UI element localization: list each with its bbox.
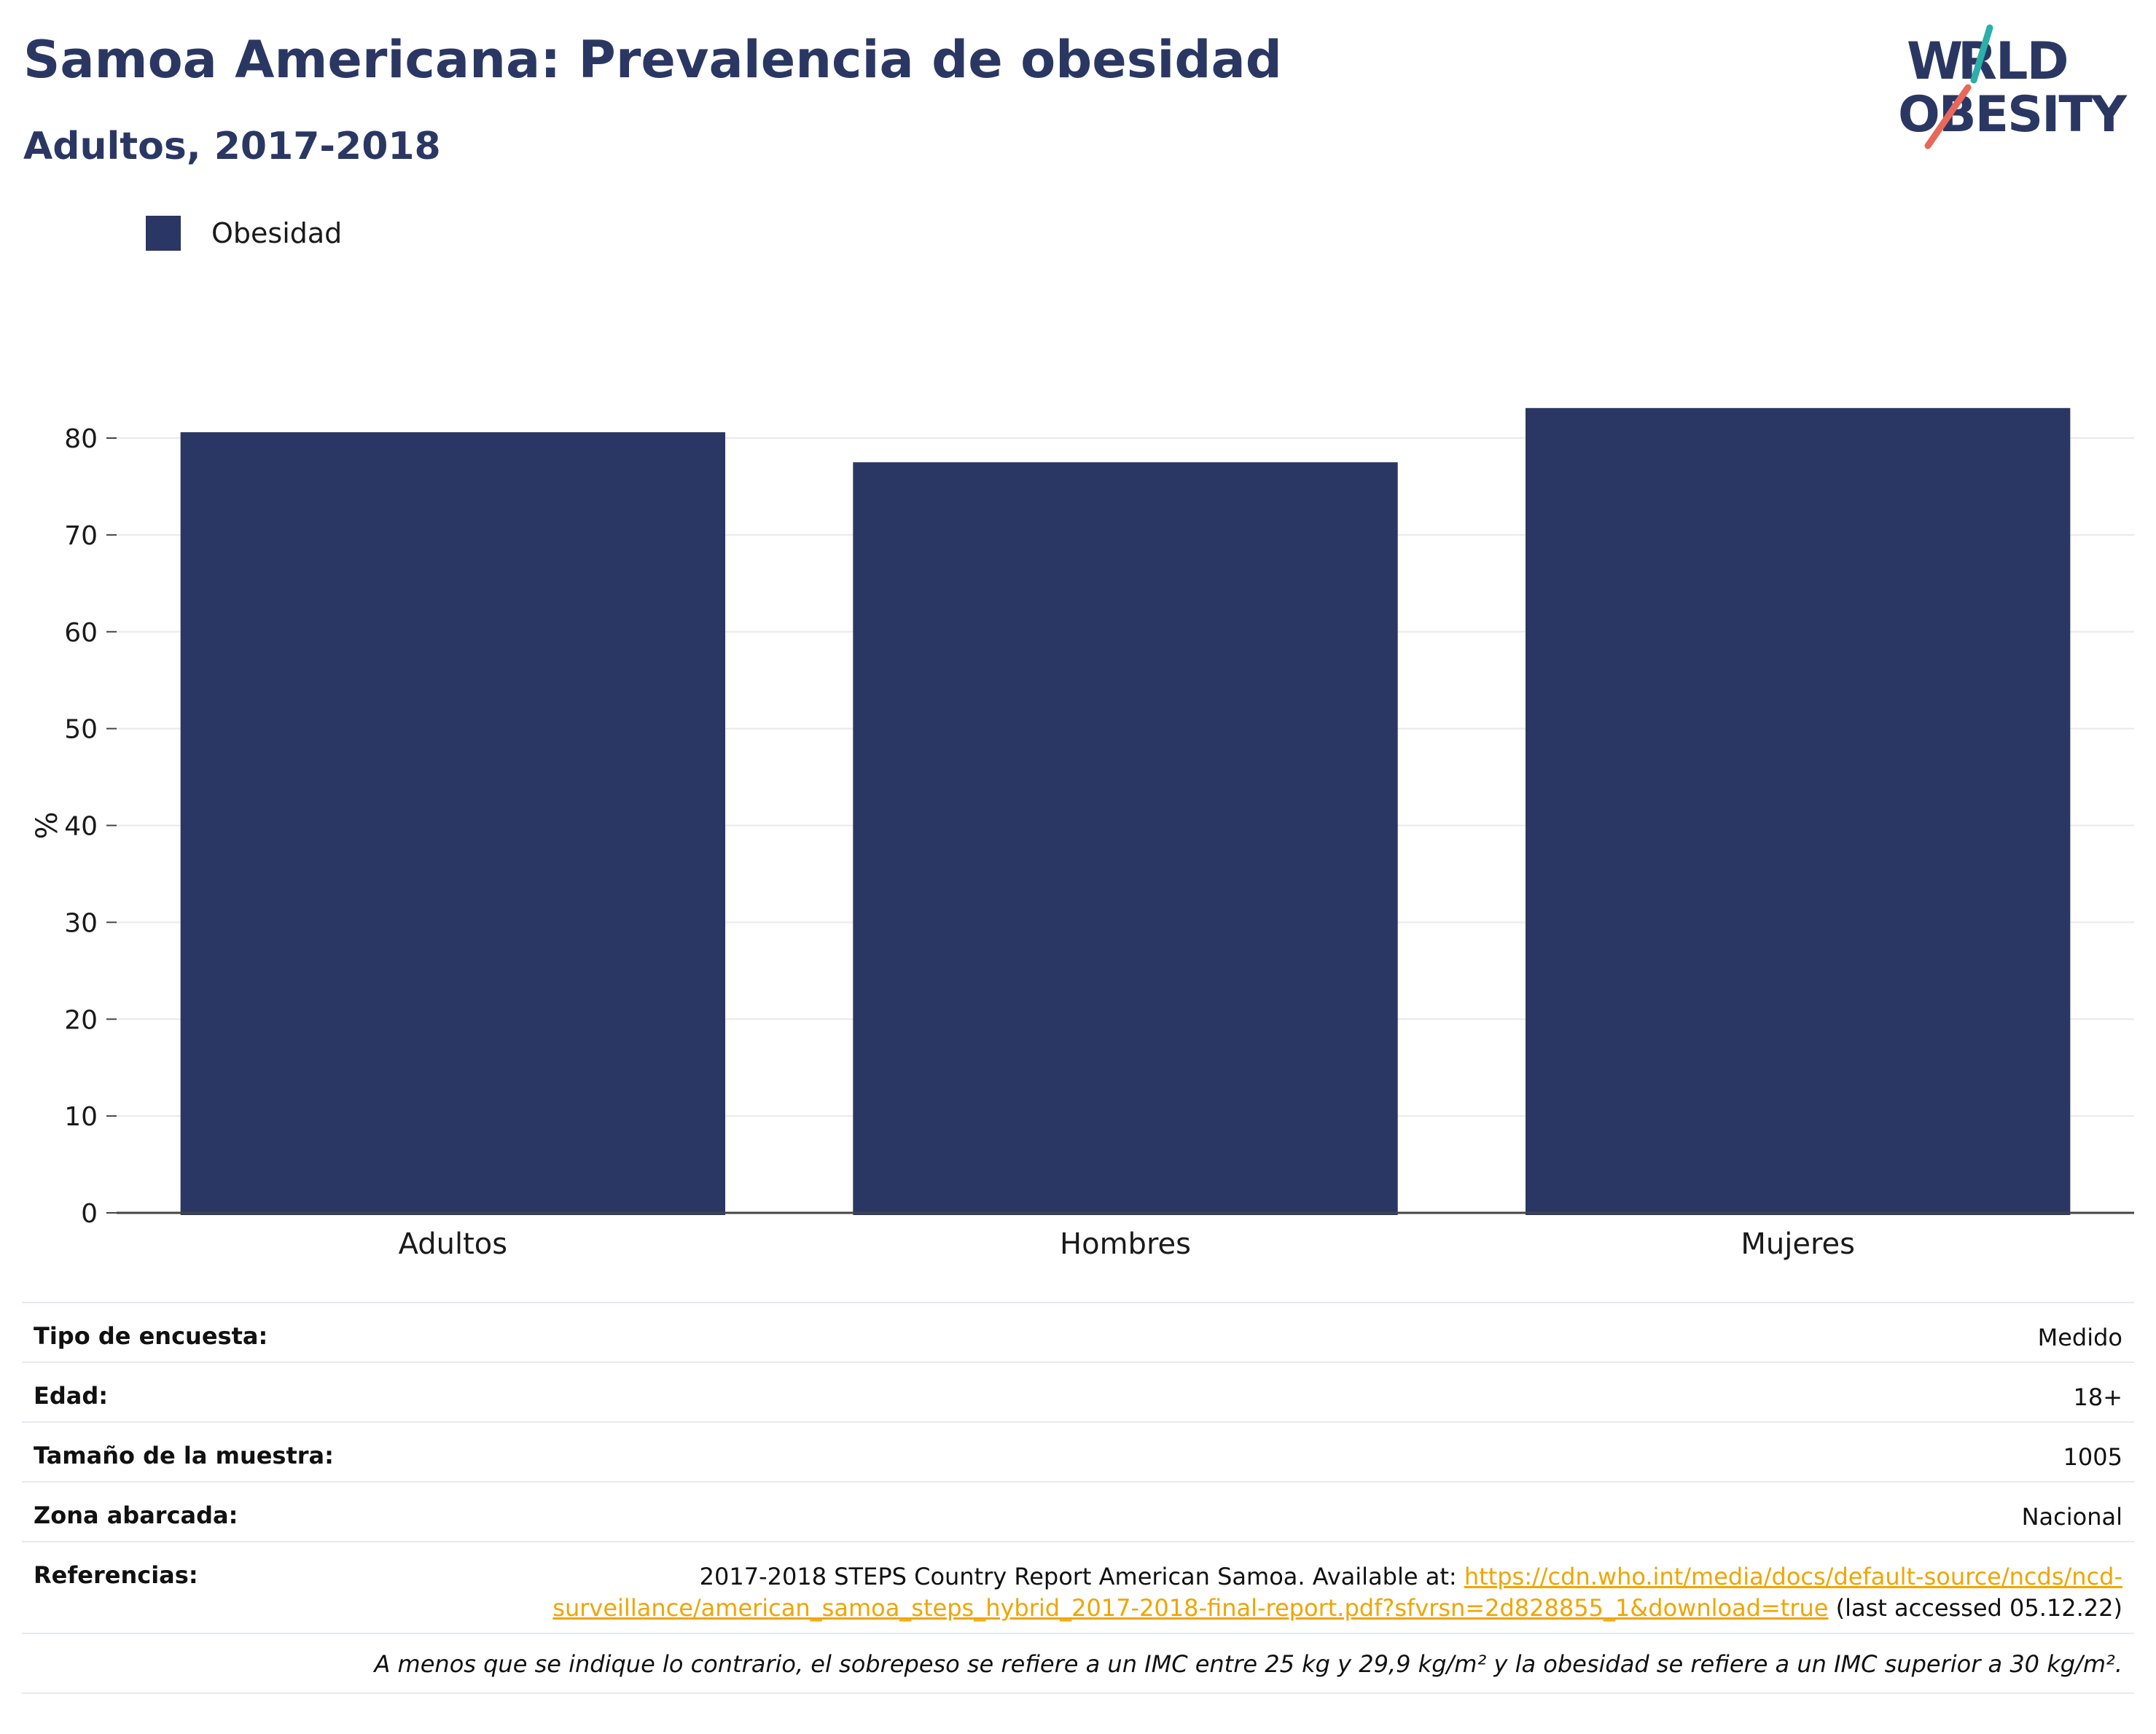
page-title: Samoa Americana: Prevalencia de obesidad	[23, 30, 1282, 90]
legend-swatch-obesidad	[146, 216, 181, 251]
bar-chart: 0 10 20 30 40 50 60 70 80% Adultos Hombres Mujeres	[31, 407, 2134, 1261]
y-axis-label: %	[31, 811, 64, 839]
info-row-note: A menos que se indique lo contrario, el …	[22, 1633, 2134, 1694]
x-tick-label: Hombres	[1060, 1227, 1191, 1261]
info-value: Medido	[345, 1302, 2134, 1363]
y-tick-label: 60	[64, 618, 98, 648]
info-label: Tipo de encuesta:	[22, 1302, 345, 1363]
y-tick-label: 30	[64, 908, 98, 938]
info-label: Referencias:	[22, 1542, 345, 1634]
info-row-survey-type: Tipo de encuesta: Medido	[22, 1302, 2134, 1363]
info-value: 18+	[345, 1362, 2134, 1423]
bar-hombres	[853, 462, 1398, 1215]
references-accessed: (last accessed 05.12.22)	[1828, 1594, 2122, 1622]
chart-legend: Obesidad	[146, 216, 342, 251]
y-tick-label: 70	[64, 521, 98, 551]
references-text: 2017-2018 STEPS Country Report American …	[699, 1563, 1464, 1590]
y-tick-label: 40	[64, 812, 98, 842]
y-tick-label: 80	[64, 424, 98, 454]
info-row-area: Zona abarcada: Nacional	[22, 1482, 2134, 1542]
info-label: Edad:	[22, 1362, 345, 1423]
info-value: 1005	[345, 1422, 2134, 1483]
y-tick-label: 50	[64, 715, 98, 745]
legend-label-obesidad: Obesidad	[211, 217, 343, 249]
bmi-footnote: A menos que se indique lo contrario, el …	[22, 1633, 2134, 1694]
survey-info-table: Tipo de encuesta: Medido Edad: 18+ Tamañ…	[22, 1302, 2134, 1694]
info-value: Nacional	[345, 1482, 2134, 1542]
y-tick-label: 10	[64, 1102, 98, 1132]
axes: 0 10 20 30 40 50 60 70 80% Adultos Hombres Mujeres	[31, 424, 2134, 1261]
x-tick-label: Adultos	[399, 1227, 508, 1261]
info-row-age: Edad: 18+	[22, 1362, 2134, 1423]
info-row-sample-size: Tamaño de la muestra: 1005	[22, 1422, 2134, 1483]
x-tick-label: Mujeres	[1741, 1227, 1855, 1261]
bars	[180, 407, 2071, 1215]
world-obesity-logo: W RLD OBESITY	[1898, 24, 2129, 149]
page-subtitle: Adultos, 2017-2018	[23, 125, 441, 168]
bar-adultos	[180, 432, 726, 1215]
info-row-references: Referencias: 2017-2018 STEPS Country Rep…	[22, 1542, 2134, 1634]
svg-text:W: W	[1907, 31, 1962, 91]
references-value: 2017-2018 STEPS Country Report American …	[345, 1542, 2134, 1634]
bar-mujeres	[1525, 407, 2071, 1215]
references-link[interactable]: https://cdn.who.int/media/docs/default-s…	[552, 1563, 2122, 1622]
y-tick-label: 0	[81, 1199, 98, 1229]
info-label: Zona abarcada:	[22, 1482, 345, 1542]
y-tick-label: 20	[64, 1005, 98, 1035]
info-label: Tamaño de la muestra:	[22, 1422, 345, 1483]
